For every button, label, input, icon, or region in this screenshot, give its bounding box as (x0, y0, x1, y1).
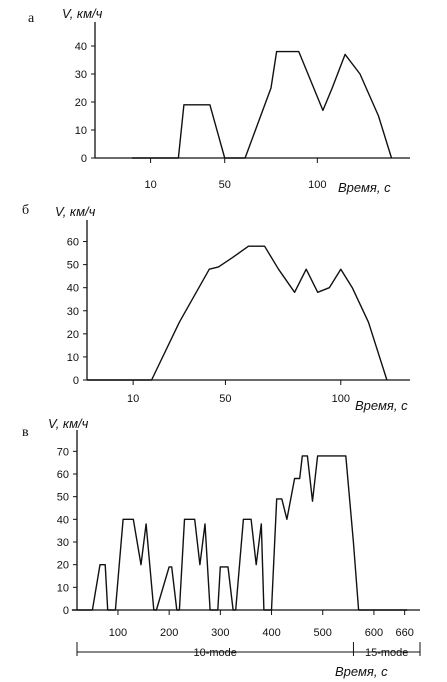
y-tick-label: 30 (75, 69, 87, 81)
x-tick-label: 400 (262, 627, 280, 639)
y-tick-label: 10 (67, 352, 79, 364)
x-tick-label: 600 (365, 627, 383, 639)
y-tick-label: 60 (67, 237, 79, 249)
x-tick-label: 300 (211, 627, 229, 639)
panel-label: в (22, 425, 29, 440)
y-tick-label: 0 (73, 375, 79, 387)
x-tick-label: 660 (395, 627, 413, 639)
y-tick-label: 10 (57, 582, 69, 594)
series-line (87, 245, 388, 381)
y-tick-label: 30 (57, 537, 69, 549)
x-tick-label: 100 (332, 393, 350, 405)
chart-panel-c: в 0 10 20 30 40 50 60 70 100 200 300 400 500 600 660 V, … (22, 416, 421, 679)
x-tick-label: 200 (160, 627, 178, 639)
y-tick-label: 60 (57, 469, 69, 481)
x-axis-label: Время, с (338, 180, 391, 195)
y-tick-label: 50 (57, 492, 69, 504)
y-tick-label: 50 (67, 260, 79, 272)
segment-label-15-mode: 15-mode (365, 647, 408, 659)
y-tick-label: 40 (57, 514, 69, 526)
x-axis-label: Время, с (335, 664, 388, 679)
x-tick-label: 50 (219, 179, 231, 191)
y-tick-label: 10 (75, 125, 87, 137)
chart-panel-a: а 0 10 20 30 40 10 50 100 V, км/ч Время, с (28, 6, 410, 195)
y-tick-label: 20 (67, 329, 79, 341)
x-axis-label: Время, с (355, 398, 408, 413)
segment-label-10-mode: 10-mode (194, 647, 237, 659)
y-tick-label: 40 (75, 41, 87, 53)
y-tick-label: 0 (63, 605, 69, 617)
x-tick-label: 10 (144, 179, 156, 191)
x-tick-label: 10 (127, 393, 139, 405)
y-tick-label: 0 (81, 153, 87, 165)
y-tick-label: 20 (57, 560, 69, 572)
x-tick-label: 500 (314, 627, 332, 639)
y-axis-label: V, км/ч (48, 416, 89, 431)
y-axis-label: V, км/ч (62, 6, 103, 21)
y-tick-label: 30 (67, 306, 79, 318)
x-tick-label: 100 (308, 179, 326, 191)
y-tick-label: 20 (75, 97, 87, 109)
y-tick-label: 40 (67, 283, 79, 295)
x-tick-label: 50 (219, 393, 231, 405)
panel-label: б (22, 203, 29, 218)
series-line (132, 50, 393, 159)
y-axis-label: V, км/ч (55, 204, 96, 219)
x-tick-label: 100 (109, 627, 127, 639)
chart-panel-b: б 0 10 20 30 40 50 60 10 50 100 V, км/ч Время, с (22, 203, 410, 413)
panel-label: а (28, 11, 35, 26)
series-line (71, 455, 408, 611)
y-tick-label: 70 (57, 446, 69, 458)
